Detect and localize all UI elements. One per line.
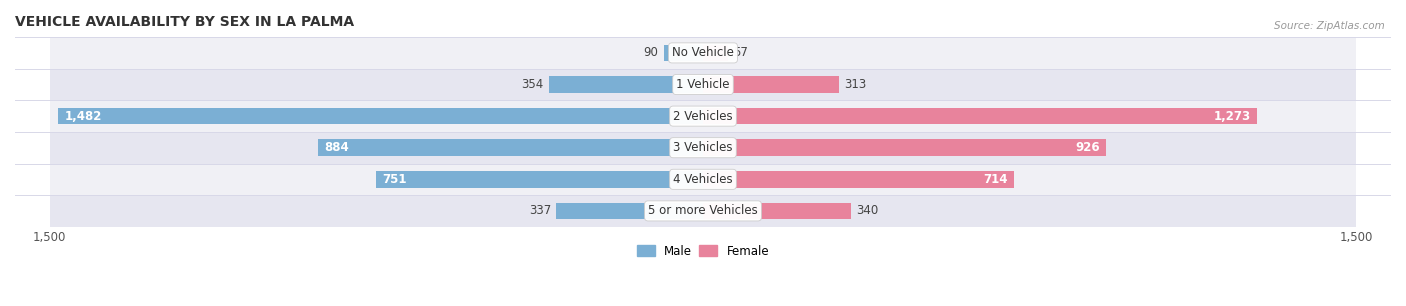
Bar bbox=[703, 203, 851, 219]
Text: 354: 354 bbox=[522, 78, 544, 91]
Text: 313: 313 bbox=[845, 78, 866, 91]
Bar bbox=[664, 45, 703, 61]
Text: 751: 751 bbox=[382, 173, 406, 186]
Text: 5 or more Vehicles: 5 or more Vehicles bbox=[648, 204, 758, 217]
Bar bbox=[703, 171, 1014, 188]
Bar bbox=[703, 108, 1257, 124]
Bar bbox=[318, 140, 703, 156]
Text: VEHICLE AVAILABILITY BY SEX IN LA PALMA: VEHICLE AVAILABILITY BY SEX IN LA PALMA bbox=[15, 15, 354, 29]
Bar bbox=[703, 45, 728, 61]
Text: 926: 926 bbox=[1076, 141, 1099, 154]
Bar bbox=[49, 100, 1357, 132]
Text: 3 Vehicles: 3 Vehicles bbox=[673, 141, 733, 154]
Bar bbox=[375, 171, 703, 188]
Legend: Male, Female: Male, Female bbox=[633, 240, 773, 263]
Text: 1,273: 1,273 bbox=[1213, 110, 1251, 123]
Text: 340: 340 bbox=[856, 204, 879, 217]
Bar bbox=[49, 37, 1357, 69]
Text: 90: 90 bbox=[644, 47, 658, 59]
Bar bbox=[49, 195, 1357, 227]
Text: 884: 884 bbox=[325, 141, 349, 154]
Bar bbox=[548, 76, 703, 93]
Bar bbox=[49, 163, 1357, 195]
Text: 714: 714 bbox=[983, 173, 1007, 186]
Text: 1,482: 1,482 bbox=[65, 110, 101, 123]
Bar bbox=[49, 69, 1357, 100]
Bar bbox=[557, 203, 703, 219]
Bar bbox=[58, 108, 703, 124]
Text: 57: 57 bbox=[733, 47, 748, 59]
Text: 2 Vehicles: 2 Vehicles bbox=[673, 110, 733, 123]
Bar bbox=[703, 76, 839, 93]
Bar bbox=[49, 132, 1357, 163]
Bar bbox=[703, 140, 1107, 156]
Text: 4 Vehicles: 4 Vehicles bbox=[673, 173, 733, 186]
Text: Source: ZipAtlas.com: Source: ZipAtlas.com bbox=[1274, 21, 1385, 32]
Text: 1 Vehicle: 1 Vehicle bbox=[676, 78, 730, 91]
Text: 337: 337 bbox=[529, 204, 551, 217]
Text: No Vehicle: No Vehicle bbox=[672, 47, 734, 59]
